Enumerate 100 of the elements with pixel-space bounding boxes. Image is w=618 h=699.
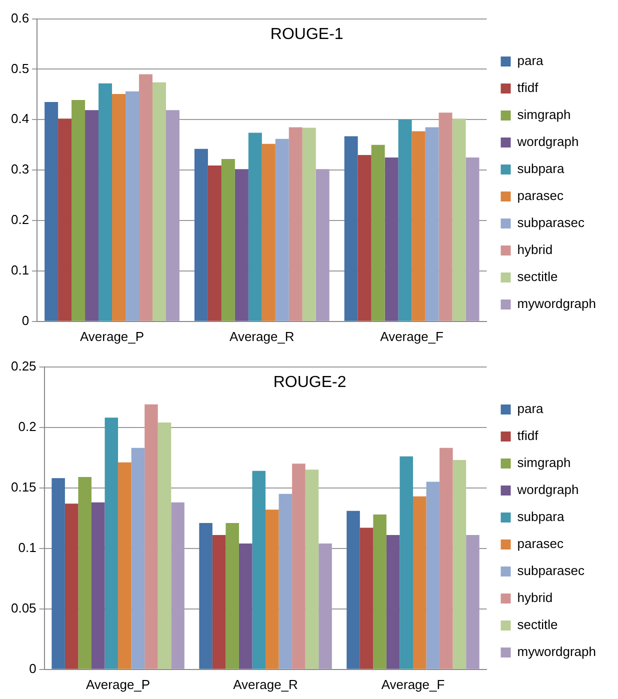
y-tick-label: 0.15 [10,479,36,494]
x-tick-label: Average_F [380,328,444,344]
bar [344,136,358,321]
legend-label: subpara [517,161,565,176]
bar [316,169,330,321]
legend-label: subparasec [517,215,585,230]
legend-label: tfidf [517,428,539,444]
bar [318,544,332,669]
legend-label: hybrid [517,242,553,258]
bar [52,478,65,669]
bar [302,128,316,321]
legend-label: parasec [517,188,564,204]
legend-label: tfidf [517,80,539,96]
bar [226,522,239,669]
legend-label: mywordgraph [517,644,596,660]
bar [118,462,132,669]
bar [238,544,252,669]
x-tick-label: Average_R [230,328,294,344]
x-tick-label: Average_R [233,676,298,692]
y-tick-label: 0.25 [10,358,36,374]
legend-label: mywordgraph [517,296,596,312]
bar [292,464,306,669]
bar [208,166,222,321]
bar [144,404,158,669]
bar [234,169,248,321]
y-tick-label: 0.6 [10,10,30,26]
legend-label: sectitle [517,269,558,284]
y-tick-label: 0.1 [10,262,30,278]
bar [346,510,360,669]
y-tick-label: 0 [29,660,36,676]
x-tick-label: Average_P [86,676,150,692]
bar [466,535,480,669]
bar [266,510,279,669]
bar [252,470,266,669]
legend-label: parasec [517,536,564,552]
bar [386,535,400,669]
bar [358,154,372,321]
x-tick-label: Average_F [381,676,445,692]
bar [171,502,184,669]
bar [72,100,86,321]
y-tick-label: 0.05 [10,600,36,616]
bar [452,460,466,669]
legend-label: para [517,53,544,68]
y-tick-label: 0.3 [10,162,30,177]
y-tick-label: 0.5 [10,60,30,76]
bar [438,112,452,321]
bar [371,144,385,321]
bar [44,102,58,321]
y-tick-label: 0.1 [18,540,36,555]
bar [440,448,453,669]
chart-title: ROUGE-2 [273,374,346,392]
bar [58,118,72,321]
y-tick-label: 0.4 [10,111,30,126]
bar [248,132,262,321]
bar [85,110,99,321]
bar [64,504,78,669]
bar [384,157,398,321]
bar [400,456,414,669]
chart-title: ROUGE-1 [270,26,344,44]
bar [425,127,439,321]
bar [413,496,426,669]
y-tick-label: 0.2 [18,418,36,434]
legend-label: simgraph [517,455,571,470]
y-tick-label: 0.2 [10,212,30,228]
legend-label: subpara [517,509,565,524]
legend-label: subparasec [517,563,585,578]
legend-label: hybrid [517,590,553,606]
bar [194,148,208,321]
bar [158,422,172,669]
legend-label: simgraph [517,107,571,122]
y-tick-label: 0 [22,312,30,328]
bar [126,91,139,321]
bar [360,528,374,669]
legend-label: para [517,401,544,416]
bar [139,74,152,321]
bar [373,514,386,669]
bar [288,127,302,321]
bar [78,476,92,669]
bar [98,83,112,321]
bar [452,118,466,321]
bar [212,535,226,669]
bar [221,159,235,321]
bar [152,82,166,321]
bar [166,110,180,321]
bar [199,522,212,669]
bar [104,418,118,669]
bar [278,494,292,669]
x-tick-label: Average_P [80,328,144,344]
legend-label: sectitle [517,617,558,632]
bar [131,448,145,669]
bar [426,482,440,669]
legend-label: wordgraph [516,134,579,150]
bar [91,502,105,669]
bar [275,138,289,321]
bar [398,120,412,321]
legend-label: wordgraph [516,482,579,498]
bar [466,157,480,321]
bar [412,131,426,321]
bar [262,144,276,321]
bar [112,94,126,321]
